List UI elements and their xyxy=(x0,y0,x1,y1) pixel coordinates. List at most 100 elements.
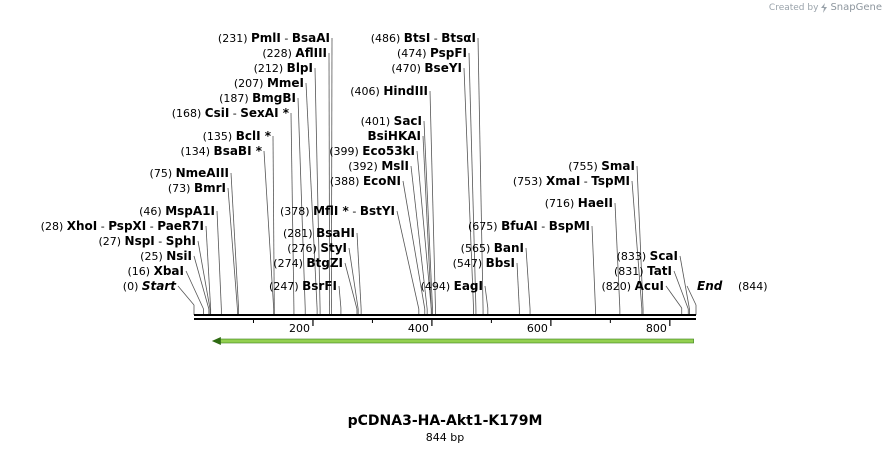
site-position: (474) xyxy=(397,47,430,60)
site-name: AflIII xyxy=(295,46,327,60)
site-text: (228) AflIII xyxy=(262,46,327,60)
site-label-s26[interactable]: (378) MflI * - BstYI xyxy=(280,204,395,218)
site-position: (753) xyxy=(513,175,546,188)
site-position: (276) xyxy=(287,242,320,255)
site-separator: - xyxy=(281,32,292,45)
site-position: (46) xyxy=(139,205,165,218)
site-label-s20[interactable]: (406) HindIII xyxy=(350,84,428,98)
site-label-s10[interactable]: (73) BmrI xyxy=(168,181,226,195)
site-text: (274) BtgZI xyxy=(273,256,343,270)
site-position: (547) xyxy=(453,257,486,270)
site-label-s11[interactable]: (46) MspA1I xyxy=(139,204,215,218)
site-connector xyxy=(464,68,474,309)
site-label-s32[interactable]: (675) BfuAI - BspMI xyxy=(468,219,590,233)
site-position: (716) xyxy=(545,197,578,210)
site-label-s35[interactable]: (755) SmaI xyxy=(568,159,635,173)
site-name: TatI xyxy=(647,264,672,278)
site-name: Start xyxy=(142,279,177,293)
site-label-s07[interactable]: (135) BclI * xyxy=(203,129,272,143)
site-label-s05[interactable]: (187) BmgBI xyxy=(219,91,296,105)
site-name: BanI xyxy=(494,241,524,255)
site-text: (474) PspFI xyxy=(397,46,467,60)
site-name: BseYI xyxy=(424,61,462,75)
site-label-s21[interactable]: (401) SacI xyxy=(361,114,422,128)
site-position: (207) xyxy=(234,77,267,90)
site-text: (25) NsiI xyxy=(140,249,192,263)
site-label-s38[interactable]: (833) ScaI xyxy=(617,249,678,263)
site-connector xyxy=(198,241,210,309)
site-label-s39[interactable]: (831) TatI xyxy=(614,264,672,278)
site-label-s01[interactable]: (231) PmlI - BsaAI xyxy=(218,31,330,45)
site-connector xyxy=(680,256,689,309)
site-position: (73) xyxy=(168,182,194,195)
site-position: (212) xyxy=(254,62,287,75)
feature-arrow-body[interactable] xyxy=(220,339,694,343)
site-text: (565) BanI xyxy=(461,241,524,255)
site-label-s08[interactable]: (134) BsaBI * xyxy=(180,144,262,158)
site-name: SmaI xyxy=(601,159,635,173)
site-label-s13[interactable]: (27) NspI - SphI xyxy=(98,234,196,248)
site-text: (46) MspA1I xyxy=(139,204,215,218)
site-label-s27[interactable]: (281) BsaHI xyxy=(283,226,355,240)
site-label-s16[interactable]: (0) Start xyxy=(123,279,177,293)
site-name: BbsI xyxy=(486,256,515,270)
site-label-s19[interactable]: (470) BseYI xyxy=(391,61,462,75)
site-position: (831) xyxy=(614,265,647,278)
site-label-s34[interactable]: (547) BbsI xyxy=(453,256,515,270)
site-text: (247) BsrFI xyxy=(269,279,337,293)
site-label-s41[interactable]: End (844) xyxy=(697,279,768,293)
site-label-s03[interactable]: (212) BlpI xyxy=(254,61,313,75)
site-label-s31[interactable]: (494) EagI xyxy=(421,279,483,293)
site-label-s15[interactable]: (16) XbaI xyxy=(128,264,184,278)
site-connector xyxy=(217,211,221,309)
site-label-s36[interactable]: (753) XmaI - TspMI xyxy=(513,174,630,188)
site-connector xyxy=(178,286,194,305)
site-position: (135) xyxy=(203,130,236,143)
site-label-s23[interactable]: (399) Eco53kI xyxy=(329,144,415,158)
site-label-s18[interactable]: (474) PspFI xyxy=(397,46,467,60)
site-label-s02[interactable]: (228) AflIII xyxy=(262,46,327,60)
site-connector xyxy=(517,263,519,309)
site-name: BspMI xyxy=(549,219,590,233)
site-text: (753) XmaI - TspMI xyxy=(513,174,630,188)
site-name: XmaI xyxy=(546,174,580,188)
site-name: SphI xyxy=(166,234,196,248)
site-label-s29[interactable]: (274) BtgZI xyxy=(273,256,343,270)
site-label-s17[interactable]: (486) BtsI - BtsαI xyxy=(371,31,476,45)
site-label-s24[interactable]: (392) MslI xyxy=(348,159,409,173)
site-label-s40[interactable]: (820) AcuI xyxy=(602,279,665,293)
site-label-s33[interactable]: (565) BanI xyxy=(461,241,524,255)
plasmid-length: 844 bp xyxy=(0,431,890,444)
site-text: (276) StyI xyxy=(287,241,347,255)
site-label-s12[interactable]: (28) XhoI - PspXI - PaeR7I xyxy=(41,219,204,233)
feature-arrow[interactable] xyxy=(212,337,694,345)
site-name: SexAI * xyxy=(240,106,289,120)
site-label-s04[interactable]: (207) MmeI xyxy=(234,76,304,90)
site-text: (388) EcoNI xyxy=(330,174,401,188)
site-label-s22[interactable]: BsiHKAI xyxy=(368,129,422,143)
ruler-tick-label: 600 xyxy=(527,322,548,335)
site-separator: - xyxy=(430,32,441,45)
site-name: AcuI xyxy=(635,279,664,293)
site-separator: - xyxy=(538,220,549,233)
site-label-s06[interactable]: (168) CsiI - SexAI * xyxy=(172,106,290,120)
site-text: (187) BmgBI xyxy=(219,91,296,105)
site-name: MspA1I xyxy=(165,204,215,218)
site-label-s25[interactable]: (388) EcoNI xyxy=(330,174,401,188)
ruler-tick-label: 200 xyxy=(289,322,310,335)
site-label-s37[interactable]: (716) HaeII xyxy=(545,196,613,210)
site-label-s28[interactable]: (276) StyI xyxy=(287,241,347,255)
site-connector xyxy=(315,68,320,309)
site-text: BsiHKAI xyxy=(368,129,422,143)
site-position: (755) xyxy=(568,160,601,173)
site-label-s09[interactable]: (75) NmeAIII xyxy=(150,166,229,180)
site-name: BtgZI xyxy=(306,256,343,270)
site-connector xyxy=(345,263,357,309)
site-text: (716) HaeII xyxy=(545,196,613,210)
site-label-s30[interactable]: (247) BsrFI xyxy=(269,279,337,293)
site-text: (833) ScaI xyxy=(617,249,678,263)
site-position: (281) xyxy=(283,227,316,240)
site-connector xyxy=(306,83,317,309)
site-label-s14[interactable]: (25) NsiI xyxy=(140,249,192,263)
site-name: PspXI xyxy=(108,219,146,233)
